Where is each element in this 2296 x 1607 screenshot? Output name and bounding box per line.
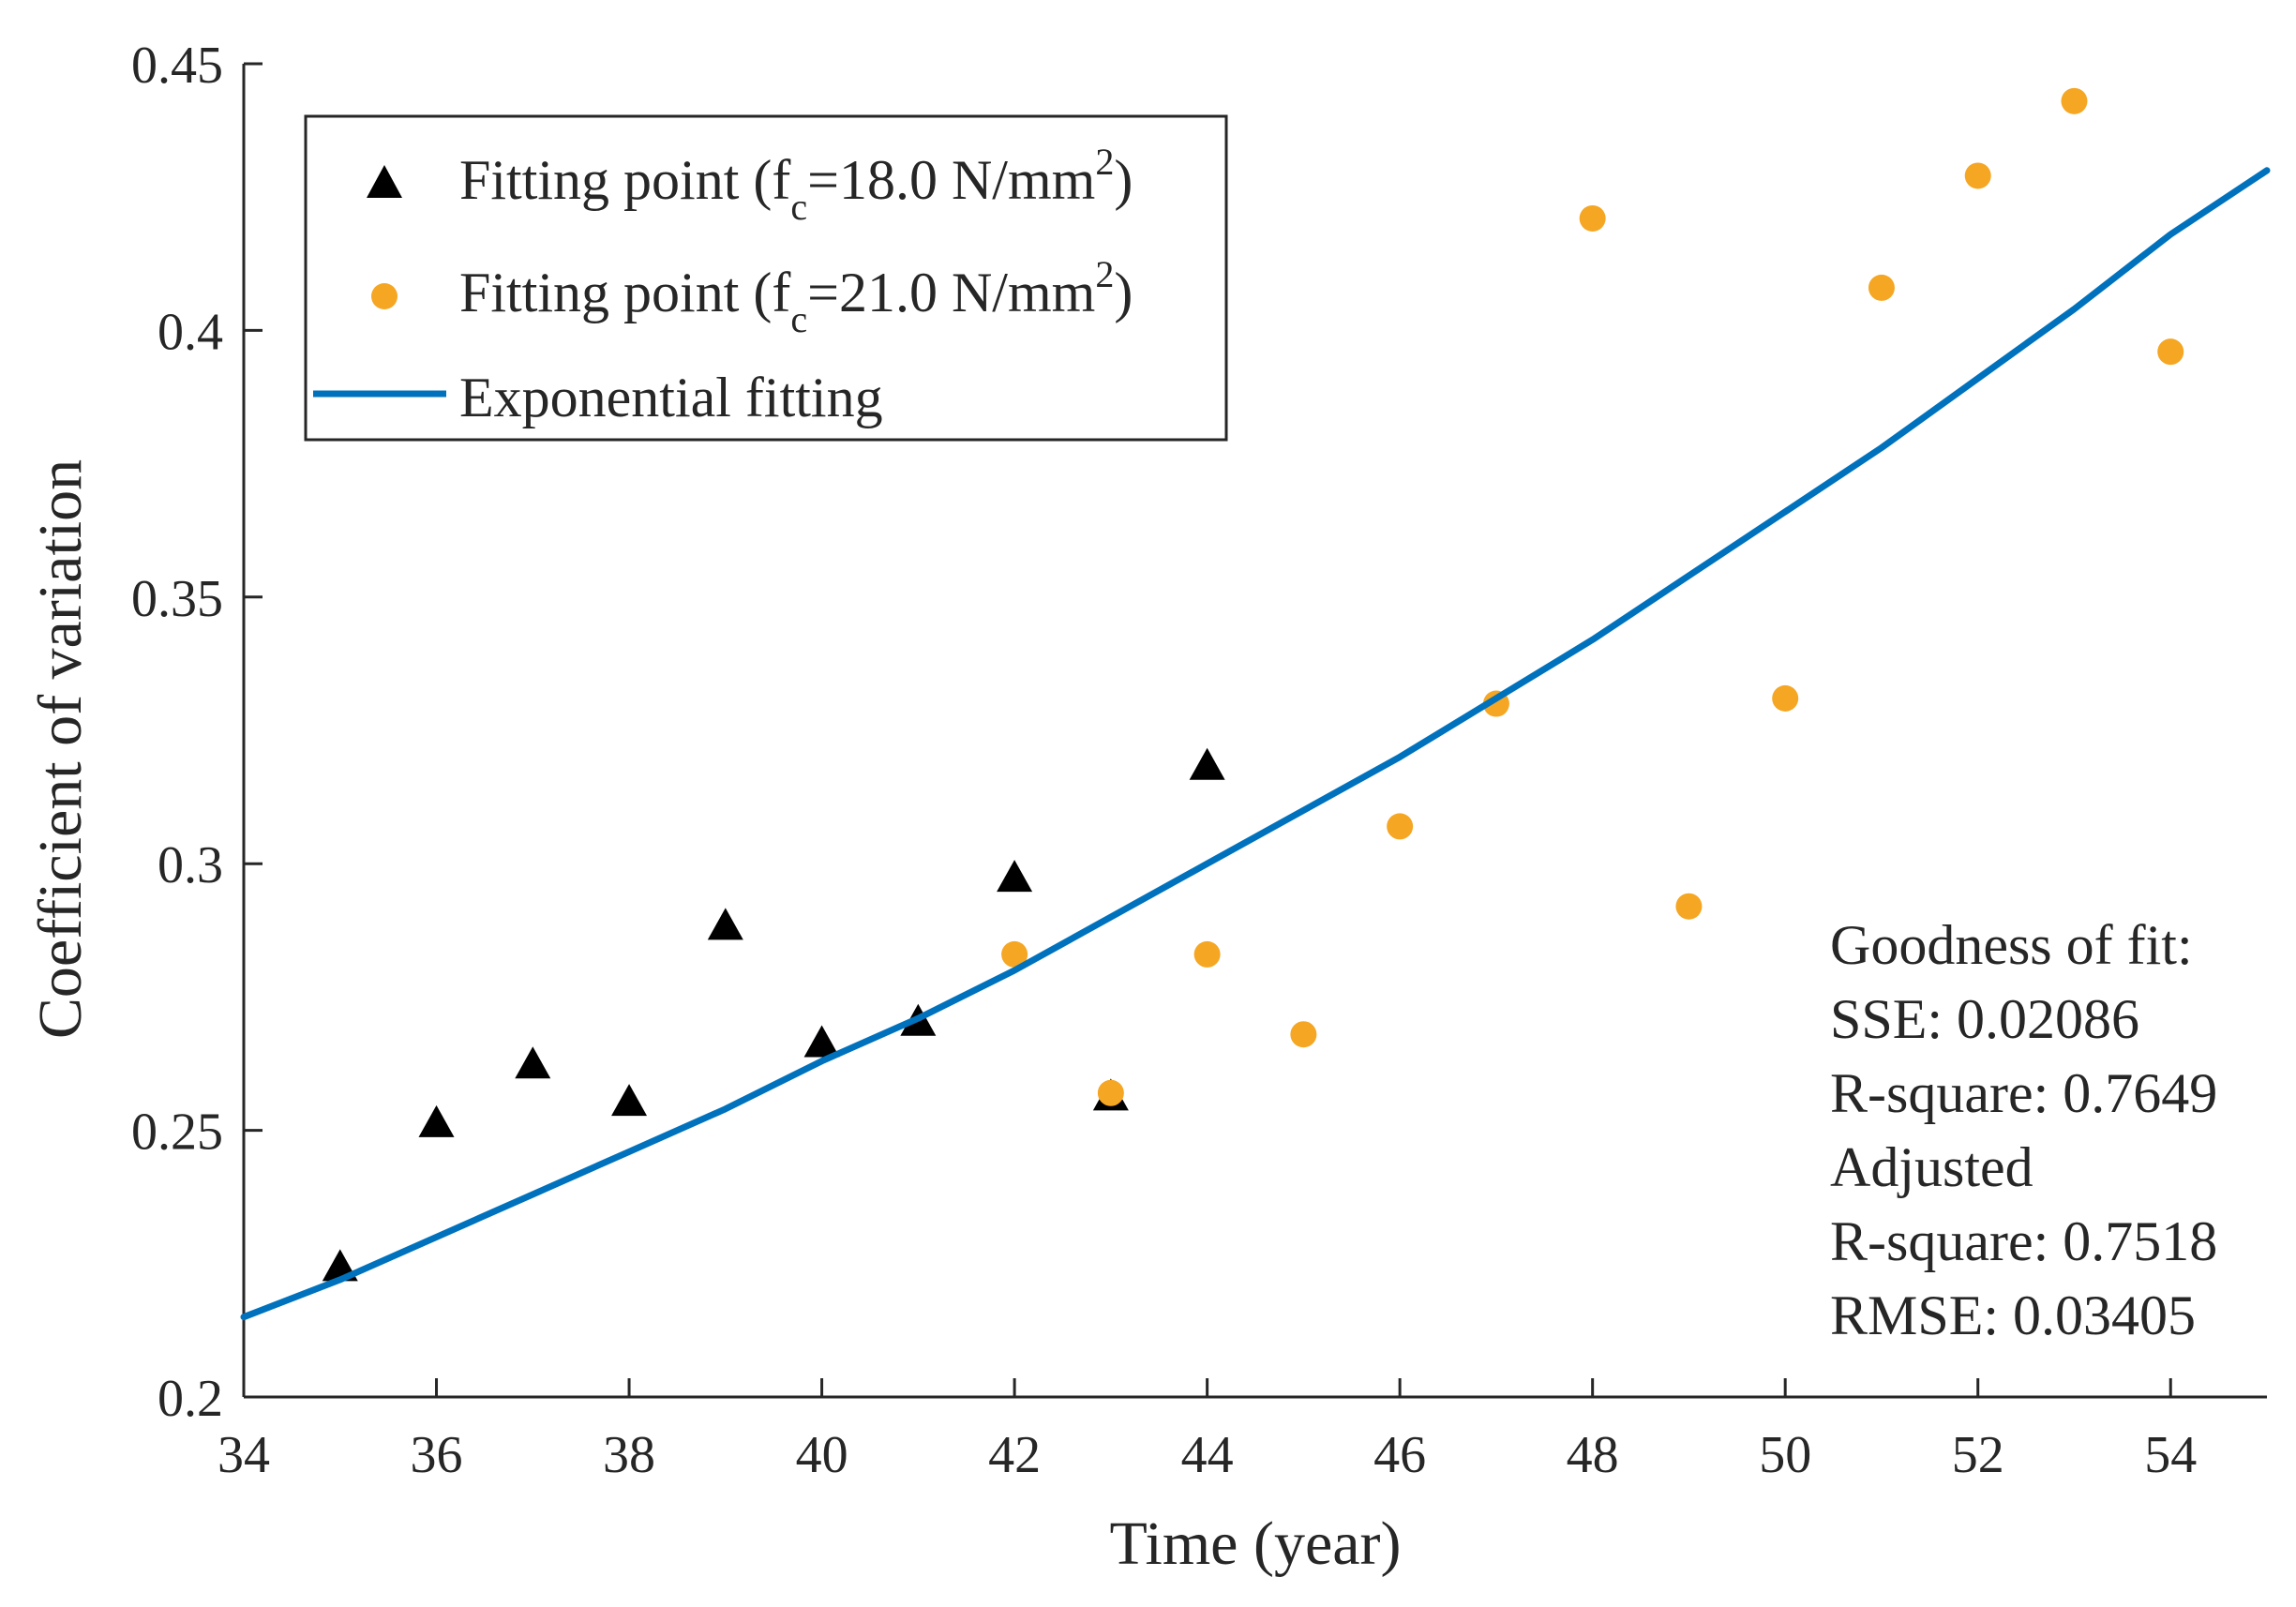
series-1-points — [322, 747, 1225, 1282]
y-tick-label: 0.4 — [158, 303, 223, 361]
x-tick-label: 40 — [796, 1426, 848, 1484]
y-axis-title: Coefficient of variation — [26, 459, 95, 1039]
ticks: 34 36 38 40 42 44 46 48 50 52 54 0.2 0.25 0.3 0.35 0.4 0… — [131, 37, 2197, 1484]
legend-item-3: Exponential fitting — [313, 367, 883, 428]
axes — [242, 64, 2267, 1399]
legend-box — [304, 114, 1228, 442]
fit-line — [240, 167, 2271, 1321]
data-point-circle — [2157, 338, 2184, 366]
data-point-triangle — [803, 1025, 840, 1058]
x-tick-label: 42 — [988, 1426, 1041, 1484]
data-point-triangle — [418, 1104, 455, 1137]
legend-label: Fitting point (fc=18.0 N/mm2) — [459, 141, 1133, 228]
plot-area — [240, 87, 2271, 1321]
y-tick-label: 0.2 — [158, 1370, 223, 1428]
x-tick-label: 48 — [1567, 1426, 1619, 1484]
x-tick-label: 50 — [1759, 1426, 1811, 1484]
gof-line: Adjusted — [1830, 1136, 2033, 1198]
data-point-circle — [1772, 684, 1799, 712]
x-tick-label: 34 — [218, 1426, 270, 1484]
x-tick-label: 52 — [1952, 1426, 2004, 1484]
legend: Fitting point (fc=18.0 N/mm2) Fitting poi… — [304, 114, 1228, 442]
y-tick-label: 0.45 — [131, 37, 223, 95]
x-tick-label: 46 — [1373, 1426, 1426, 1484]
data-point-circle — [1001, 940, 1028, 968]
data-point-triangle — [1189, 747, 1225, 780]
legend-circle-icon — [371, 283, 398, 309]
data-point-circle — [1579, 204, 1606, 232]
goodness-of-fit-annotation: Goodness of fit: SSE: 0.02086 R-square: 0.… — [1830, 914, 2217, 1346]
legend-triangle-icon — [367, 165, 402, 198]
data-point-circle — [2061, 87, 2088, 114]
gof-line: SSE: 0.02086 — [1830, 988, 2139, 1050]
series-2-points — [1001, 87, 2184, 1106]
x-tick-label: 54 — [2144, 1426, 2197, 1484]
data-point-circle — [1387, 813, 1414, 840]
x-axis-title: Time (year) — [1110, 1509, 1402, 1578]
data-point-circle — [1964, 162, 1991, 189]
legend-item-2: Fitting point (fc=21.0 N/mm2) — [371, 253, 1133, 340]
data-point-triangle — [611, 1084, 648, 1117]
data-point-circle — [1290, 1021, 1317, 1048]
gof-line: R-square: 0.7649 — [1830, 1062, 2217, 1124]
legend-label: Fitting point (fc=21.0 N/mm2) — [459, 253, 1133, 340]
legend-item-1: Fitting point (fc=18.0 N/mm2) — [367, 141, 1133, 228]
gof-line: Goodness of fit: — [1830, 914, 2193, 976]
y-tick-label: 0.3 — [158, 836, 223, 894]
gof-line: R-square: 0.7518 — [1830, 1210, 2217, 1272]
y-tick-label: 0.25 — [131, 1104, 223, 1162]
gof-line: RMSE: 0.03405 — [1830, 1284, 2196, 1346]
data-point-triangle — [707, 908, 743, 940]
data-point-triangle — [997, 860, 1033, 893]
data-point-circle — [1097, 1079, 1124, 1106]
x-tick-label: 38 — [603, 1426, 655, 1484]
x-tick-label: 36 — [411, 1426, 463, 1484]
data-point-circle — [1193, 940, 1221, 968]
data-point-circle — [1868, 274, 1895, 301]
y-tick-label: 0.35 — [131, 570, 223, 628]
legend-label: Exponential fitting — [459, 367, 883, 428]
data-point-circle — [1675, 893, 1703, 920]
data-point-triangle — [515, 1046, 551, 1079]
x-tick-label: 44 — [1181, 1426, 1234, 1484]
